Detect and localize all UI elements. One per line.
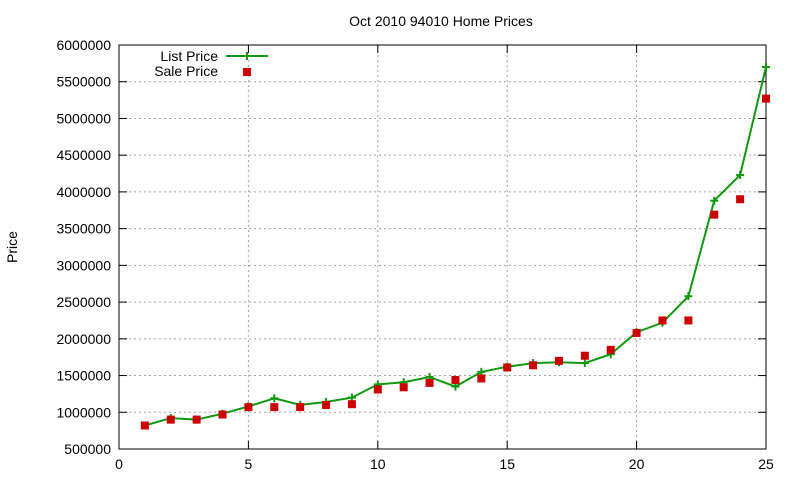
- legend-label-sale-price: Sale Price: [154, 63, 218, 79]
- legend-label-list-price: List Price: [160, 48, 218, 64]
- sale-price-point: [296, 403, 305, 412]
- x-tick-label: 25: [758, 456, 774, 472]
- chart-title: Oct 2010 94010 Home Prices: [349, 13, 533, 29]
- y-tick-label: 6000000: [56, 37, 111, 53]
- sale-price-point: [451, 375, 460, 384]
- y-tick-label: 4000000: [56, 184, 111, 200]
- sale-price-point: [166, 415, 175, 424]
- x-tick-label: 20: [629, 456, 645, 472]
- grid-lines: [119, 45, 766, 449]
- x-tick-label: 15: [499, 456, 515, 472]
- legend-marker-list-price: [243, 52, 251, 60]
- x-tick-label: 10: [370, 456, 386, 472]
- list-price-point: [710, 196, 719, 205]
- sale-price-point: [736, 195, 745, 204]
- y-tick-label: 3000000: [56, 257, 111, 273]
- list-price-point: [736, 171, 745, 180]
- sale-price-point: [503, 363, 512, 372]
- sale-price-point: [244, 403, 253, 412]
- sale-price-point: [218, 410, 227, 419]
- y-tick-label: 2000000: [56, 331, 111, 347]
- y-tick-label: 3500000: [56, 221, 111, 237]
- sale-price-point: [710, 210, 719, 219]
- sale-price-point: [762, 94, 770, 103]
- sale-price-point: [322, 400, 331, 409]
- y-tick-label: 2500000: [56, 294, 111, 310]
- sale-price-point: [347, 400, 356, 409]
- y-axis-label: Price: [4, 231, 20, 263]
- y-tick-label: 4500000: [56, 147, 111, 163]
- sale-price-point: [192, 415, 201, 424]
- y-tick-label: 1000000: [56, 404, 111, 420]
- sale-price-point: [529, 361, 538, 370]
- sale-price-point: [606, 345, 615, 354]
- list-price-point: [270, 394, 279, 403]
- list-price-point: [580, 359, 589, 368]
- axis-ticks: 500000 1000000 1500000 2000000 2500000 300000…: [56, 37, 774, 472]
- plot-frame: [118, 44, 767, 450]
- sale-price-point: [477, 374, 486, 383]
- list-price-point: [762, 63, 770, 72]
- sale-price-point: [373, 385, 382, 394]
- sale-price-point: [632, 328, 641, 337]
- sale-price-point: [140, 421, 149, 430]
- sale-price-point: [425, 378, 434, 387]
- legend-marker-sale-price: [243, 68, 251, 76]
- list-price-line: [144, 66, 767, 427]
- x-tick-label: 0: [115, 456, 123, 472]
- sale-price-point: [580, 351, 589, 360]
- sale-price-point: [554, 356, 563, 365]
- y-tick-label: 5500000: [56, 74, 111, 90]
- sale-price-point: [399, 383, 408, 392]
- y-tick-label: 5000000: [56, 110, 111, 126]
- y-tick-label: 500000: [64, 441, 111, 457]
- sale-price-point: [684, 316, 693, 325]
- y-tick-label: 1500000: [56, 368, 111, 384]
- series-layer: [140, 63, 770, 430]
- sale-price-point: [270, 403, 279, 412]
- x-tick-label: 5: [245, 456, 253, 472]
- list-price-point: [684, 292, 693, 301]
- sale-price-point: [658, 316, 667, 325]
